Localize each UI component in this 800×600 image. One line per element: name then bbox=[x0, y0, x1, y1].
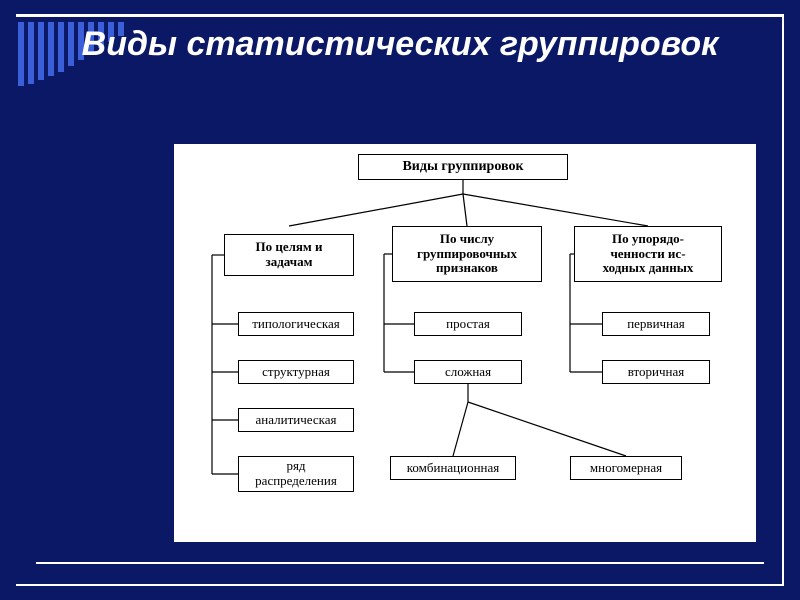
title-text: Виды статистических группировок bbox=[82, 25, 719, 63]
bottom-rule bbox=[36, 562, 764, 564]
root-box: Виды группировок bbox=[358, 154, 568, 180]
leaf-col2b-1: многомерная bbox=[570, 456, 682, 480]
leaf-col1-0: типологическая bbox=[238, 312, 354, 336]
leaf-col3-1: вторичная bbox=[602, 360, 710, 384]
leaf-col1-1: структурная bbox=[238, 360, 354, 384]
category-box-0: По целям изадачам bbox=[224, 234, 354, 276]
leaf-col3-0: первичная bbox=[602, 312, 710, 336]
leaf-col1-2: аналитическая bbox=[238, 408, 354, 432]
leaf-col2-0: простая bbox=[414, 312, 522, 336]
slide-title: Виды статистических группировок bbox=[0, 24, 800, 65]
leaf-col2b-0: комбинационная bbox=[390, 456, 516, 480]
category-box-2: По упорядо-ченности ис-ходных данных bbox=[574, 226, 722, 282]
category-box-1: По числугруппировочныхпризнаков bbox=[392, 226, 542, 282]
leaf-col2-1: сложная bbox=[414, 360, 522, 384]
leaf-col1-3: рядраспределения bbox=[238, 456, 354, 492]
diagram-container: Виды группировок По целям изадачам По числ… bbox=[174, 144, 756, 542]
